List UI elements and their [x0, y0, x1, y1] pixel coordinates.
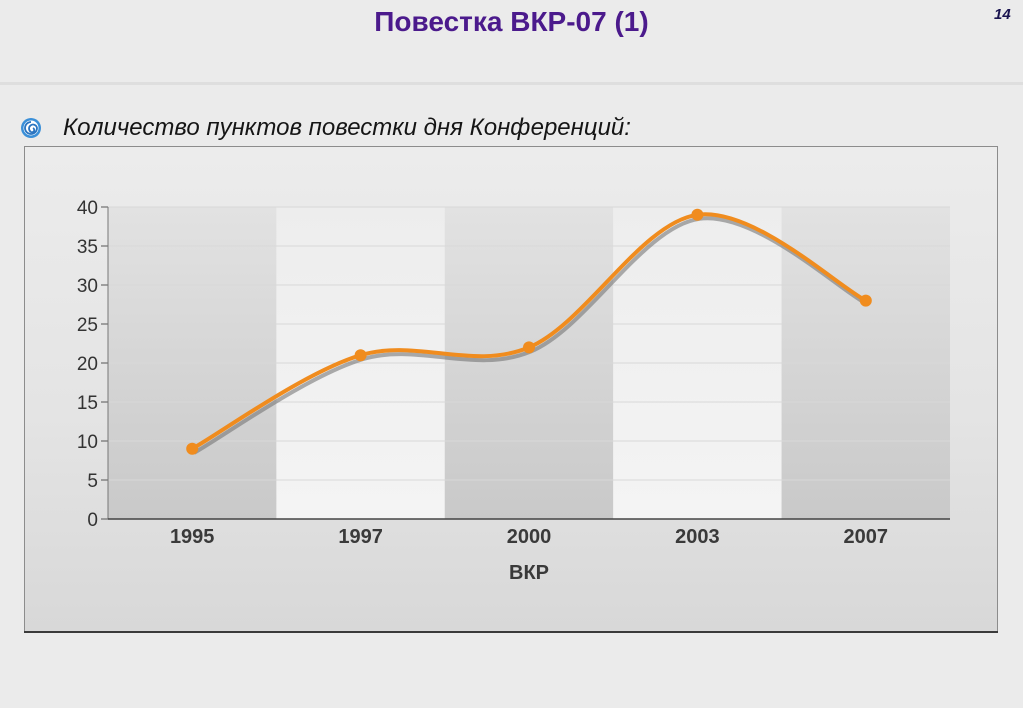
data-point	[186, 442, 199, 455]
slide-title: Повестка ВКР-07 (1)	[374, 6, 649, 37]
swirl-bullet-icon	[21, 118, 41, 138]
y-tick-label: 30	[77, 276, 98, 297]
x-axis-title: ВКР	[509, 562, 549, 584]
data-point	[354, 349, 367, 362]
title-divider	[0, 82, 1023, 85]
data-point	[523, 341, 535, 354]
y-tick-label: 15	[77, 393, 98, 414]
x-tick-label: 1995	[170, 526, 215, 548]
y-tick-label: 25	[77, 315, 98, 336]
x-tick-label: 2000	[507, 526, 552, 548]
chart-frame: 0 5 10 15 20 25 30 35 40 1995 1997 2000 2003 2007 ВКР	[24, 146, 998, 633]
chart-axes	[107, 207, 950, 520]
y-tick-label: 40	[77, 198, 98, 219]
y-tick-label: 5	[87, 471, 98, 492]
data-point	[859, 294, 872, 307]
chart-series	[186, 208, 872, 455]
line-chart: 0 5 10 15 20 25 30 35 40 1995 1997 2000 2003 2007 ВКР	[77, 198, 950, 584]
x-tick-label: 2007	[844, 526, 889, 548]
chart-labels: 0 5 10 15 20 25 30 35 40 1995 1997 2000 2003 2007 ВКР	[77, 198, 888, 584]
x-tick-label: 1997	[338, 526, 383, 548]
y-tick-label: 35	[77, 237, 98, 258]
series-line-shadow	[193, 216, 869, 455]
x-tick-label: 2003	[675, 526, 720, 548]
slide-number: 14	[994, 6, 1011, 23]
bullet-text: Количество пунктов повестки дня Конферен…	[63, 114, 631, 141]
y-tick-label: 10	[77, 432, 98, 453]
data-point	[691, 208, 704, 221]
y-tick-label: 20	[77, 354, 98, 375]
chart-gridlines	[101, 206, 950, 520]
y-tick-label: 0	[87, 510, 98, 531]
